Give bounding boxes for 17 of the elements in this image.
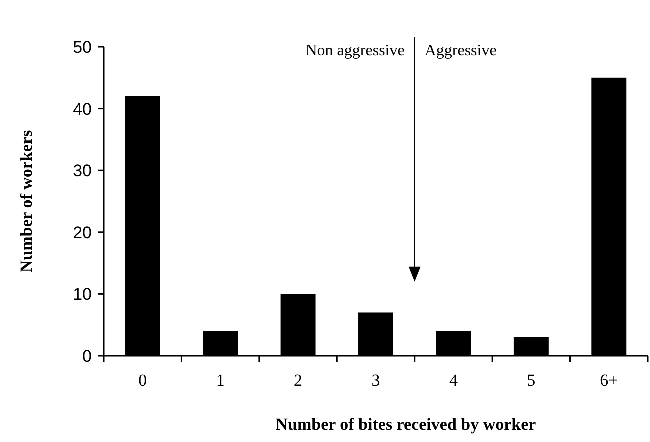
y-tick-label: 30 <box>73 162 92 181</box>
y-tick-label: 20 <box>73 223 92 242</box>
x-tick-label: 2 <box>294 371 303 390</box>
x-tick-label: 4 <box>449 371 458 390</box>
x-tick-label: 0 <box>138 371 148 390</box>
annotation: Non aggressive <box>306 42 405 60</box>
y-tick-label: 10 <box>73 285 92 304</box>
x-tick-label: 6+ <box>600 371 618 390</box>
y-tick-label: 0 <box>82 346 92 366</box>
y-axis-title: Number of workers <box>17 130 36 273</box>
x-tick-label: 1 <box>216 371 225 390</box>
x-tick-label: 3 <box>372 371 380 390</box>
x-tick-label: 5 <box>527 371 536 390</box>
y-tick-label: 40 <box>73 100 92 119</box>
y-tick-label: 50 <box>73 38 92 57</box>
annotation: Aggressive <box>424 42 497 60</box>
x-axis-title: Number of bites received by worker <box>276 415 537 434</box>
